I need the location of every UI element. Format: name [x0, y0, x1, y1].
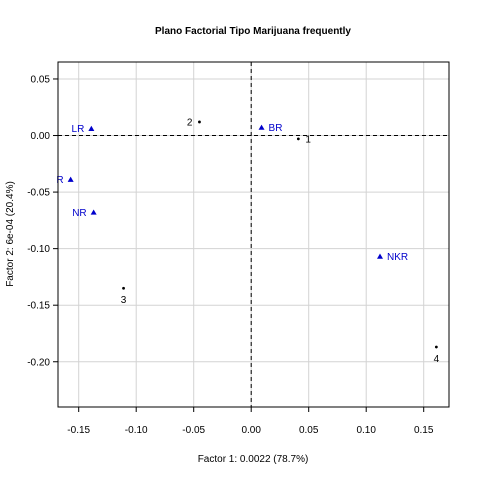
point-4-marker [434, 345, 438, 349]
x-tick-label: -0.10 [125, 425, 148, 436]
y-tick-label: -0.10 [27, 244, 50, 255]
point-1-marker [296, 137, 300, 141]
point-3-marker [122, 286, 125, 290]
reference-lines [58, 62, 449, 407]
point-2-marker [198, 120, 201, 124]
chart-title: Plano Factorial Tipo Marijuana frequentl… [155, 26, 351, 37]
point-1-label: 1 [305, 134, 311, 145]
point-nr-label: NR [72, 208, 86, 219]
plot-border [57, 61, 450, 408]
point-2-label: 2 [187, 117, 193, 128]
y-axis-label: Factor 2: 6e-04 (20.4%) [5, 181, 16, 287]
x-axis-label: Factor 1: 0.0022 (78.7%) [198, 454, 309, 465]
y-tick-label: 0.00 [31, 131, 51, 142]
point-lr-label: LR [72, 124, 85, 135]
x-tick-label: 0.15 [414, 425, 434, 436]
point-4-label: 4 [434, 354, 440, 365]
x-tick-label: 0.00 [241, 425, 261, 436]
point-lr-marker [88, 125, 95, 131]
point-r-label: R [56, 175, 63, 186]
x-tick-label: -0.15 [67, 425, 90, 436]
point-3-label: 3 [121, 295, 127, 306]
grid-lines [58, 62, 449, 407]
y-tick-label: 0.05 [31, 74, 51, 85]
y-tick-label: -0.05 [27, 188, 50, 199]
point-br-marker [258, 124, 265, 130]
y-tick-label: -0.15 [27, 301, 50, 312]
axis-ticks: -0.15 -0.10 -0.05 0.00 0.05 0.10 0.15 0.05 0.00 -… [27, 74, 434, 436]
data-points: 1 2 3 4 LR BR R NR NKR [56, 117, 439, 365]
x-tick-label: 0.05 [299, 425, 319, 436]
point-nkr-marker [377, 253, 383, 259]
point-br-label: BR [269, 123, 283, 134]
x-tick-label: -0.05 [182, 425, 205, 436]
y-tick-label: -0.20 [27, 357, 50, 368]
point-nkr-label: NKR [387, 252, 408, 263]
point-r-marker [67, 176, 74, 182]
x-tick-label: 0.10 [356, 425, 376, 436]
point-nr-marker [90, 209, 97, 215]
